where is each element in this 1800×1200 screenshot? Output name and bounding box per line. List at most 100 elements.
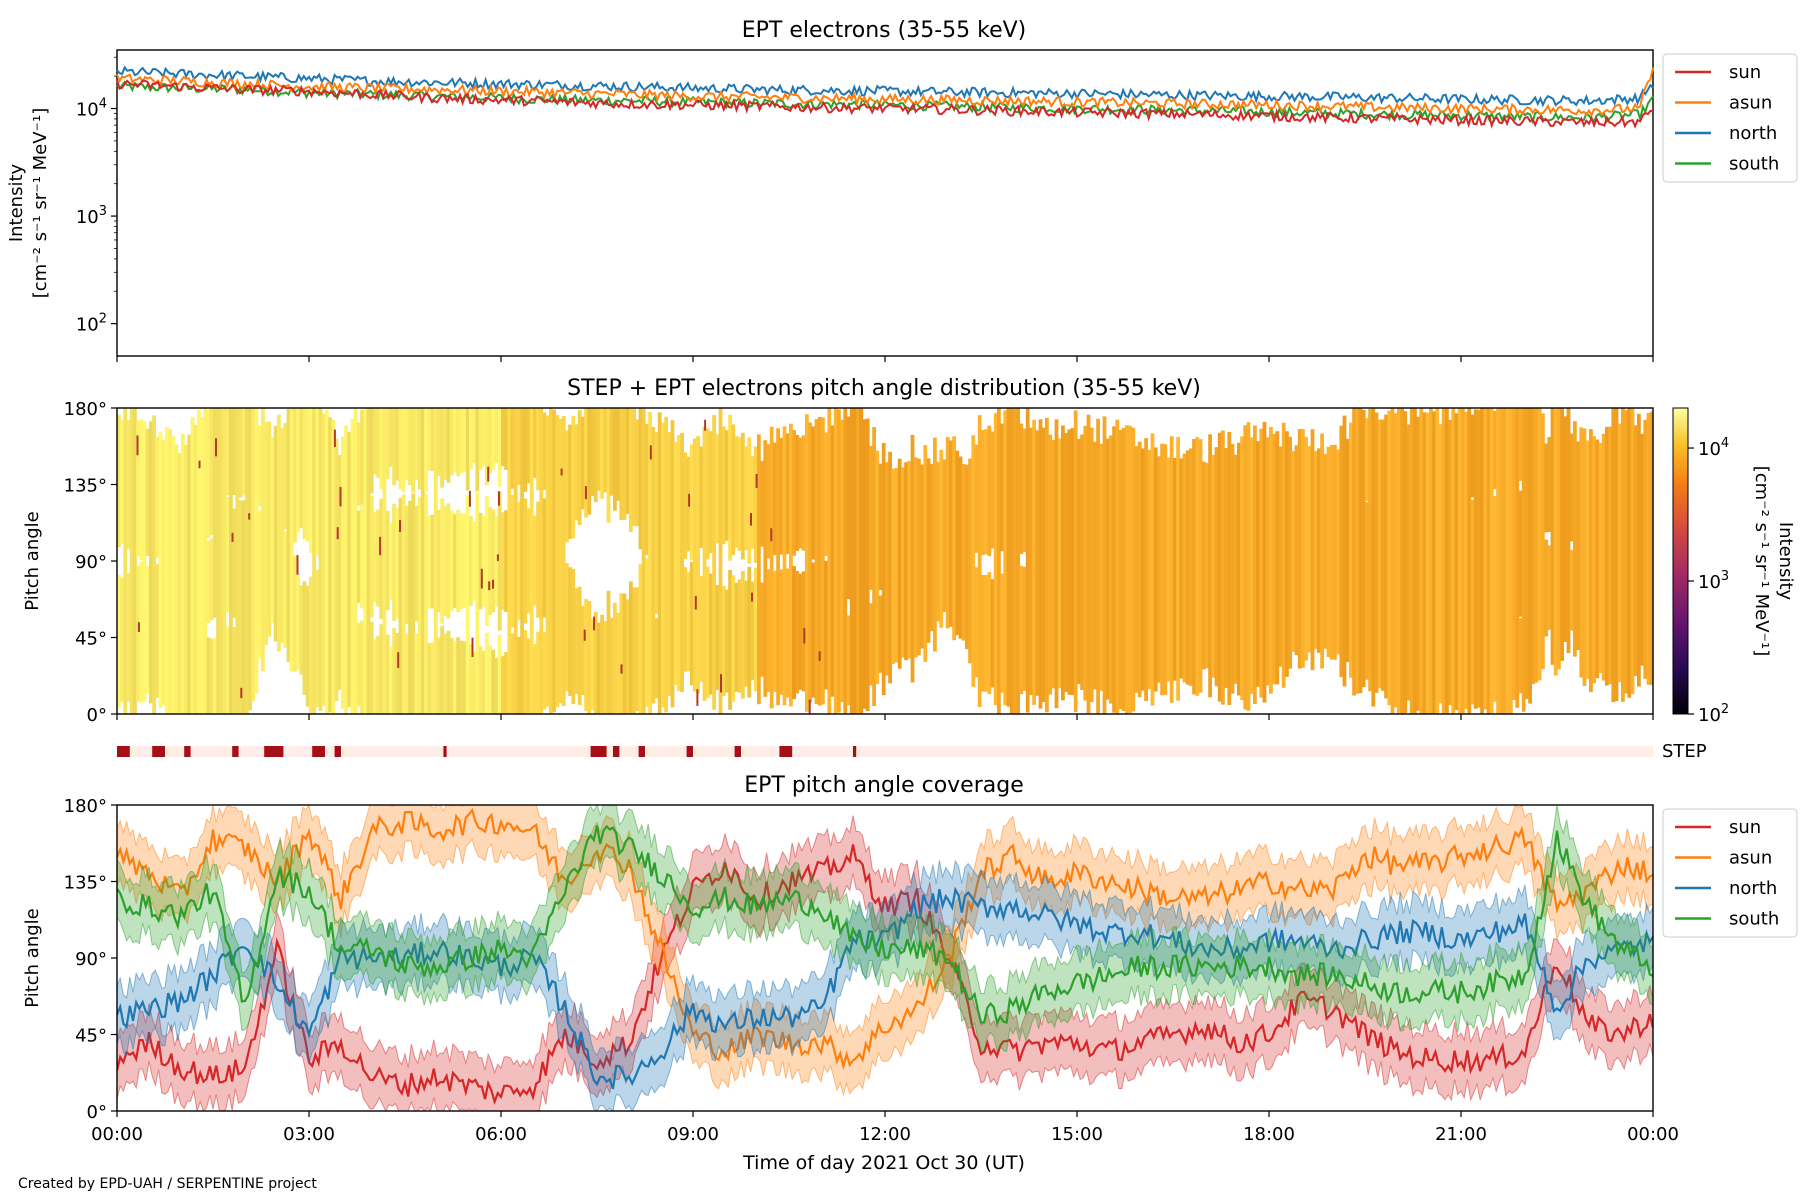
heatmap-cell — [475, 408, 480, 492]
heatmap-cell — [497, 491, 502, 631]
heatmap-cell — [888, 451, 892, 684]
heatmap-cell — [542, 498, 547, 618]
heatmap-cell — [497, 634, 502, 714]
heatmap-cell — [638, 564, 643, 714]
heatmap-cell — [584, 598, 588, 712]
heatmap-cell — [619, 593, 624, 714]
heatmap-cell — [620, 664, 623, 674]
heatmap-cell — [1077, 438, 1081, 684]
legend-label-south: south — [1729, 909, 1779, 930]
heatmap-cell — [1605, 427, 1609, 686]
heatmap-cell — [811, 562, 816, 698]
heatmap-cell — [1032, 419, 1036, 705]
heatmap-cell — [248, 513, 251, 520]
heatmap-cell — [1387, 410, 1392, 706]
heatmap-cell — [376, 635, 380, 714]
heatmap-cell — [453, 408, 457, 472]
heatmap-cell — [501, 655, 505, 714]
heatmap-cell — [389, 408, 393, 467]
heatmap-cell — [1217, 432, 1222, 702]
heatmap-cell — [891, 468, 896, 665]
heatmap-cell — [755, 474, 758, 488]
heatmap-cell — [469, 516, 473, 606]
heatmap-cell — [366, 408, 371, 714]
heatmap-cell — [488, 507, 492, 616]
heatmap-cell — [171, 436, 176, 714]
heatmap-cell — [1409, 408, 1414, 714]
heatmap-cell — [699, 576, 704, 682]
heatmap-cell — [606, 408, 611, 523]
heatmap-cell — [1048, 434, 1052, 695]
step-block — [590, 746, 607, 757]
panel3-x-ticks: 00:00 03:00 06:00 09:00 12:00 15:00 18:00 21:00… — [91, 1111, 1679, 1145]
y-tick-label: 45° — [75, 1026, 107, 1047]
heatmap-cell — [392, 628, 396, 714]
heatmap-cell — [987, 572, 992, 695]
heatmap-cell — [488, 408, 492, 474]
heatmap-cell — [286, 408, 291, 663]
heatmap-cell — [560, 468, 563, 476]
heatmap-cell — [1518, 408, 1523, 481]
step-block — [638, 746, 645, 757]
heatmap-cell — [302, 408, 307, 539]
heatmap-cell — [379, 498, 384, 619]
heatmap-cell — [315, 570, 320, 708]
heatmap-cell — [705, 428, 710, 560]
heatmap-cell — [1377, 419, 1382, 689]
heatmap-cell — [536, 501, 540, 618]
heatmap-cell — [750, 581, 755, 681]
heatmap-cell — [430, 408, 435, 472]
heatmap-cell — [1390, 408, 1395, 714]
heatmap-cell — [1099, 443, 1104, 691]
heatmap-cell — [1422, 412, 1427, 714]
heatmap-cell — [347, 431, 352, 708]
heatmap-cell — [1173, 457, 1177, 681]
heatmap-cell — [373, 408, 377, 475]
heatmap-cell — [990, 579, 995, 688]
heatmap-cell — [609, 617, 614, 714]
heatmap-cell — [206, 409, 211, 538]
heatmap-cell — [1003, 410, 1008, 706]
heatmap-cell — [1518, 618, 1523, 694]
heatmap-cell — [744, 446, 748, 550]
panel2-x-ticks — [116, 714, 1654, 720]
heatmap-cell — [1573, 421, 1577, 657]
heatmap-cell — [504, 408, 508, 470]
heatmap-cell — [827, 408, 832, 714]
heatmap-cell — [689, 562, 694, 686]
heatmap-cell — [1067, 429, 1072, 695]
heatmap-cell — [581, 416, 585, 510]
heatmap-cell — [334, 438, 339, 701]
heatmap-cell — [472, 521, 476, 601]
legend-box — [1662, 53, 1798, 183]
heatmap-cell — [385, 510, 390, 611]
panel-intensity: EPT electrons (35-55 keV) 102 103 104 Inte… — [6, 18, 1798, 362]
heatmap-cell — [1333, 444, 1337, 660]
heatmap-cell — [1237, 442, 1241, 696]
heatmap-cell — [555, 414, 560, 707]
heatmap-cell — [1080, 434, 1084, 690]
panel1-ylabel-line1: Intensity — [6, 163, 27, 242]
heatmap-cell — [1153, 447, 1158, 692]
heatmap-cell — [232, 627, 236, 714]
heatmap-cell — [523, 630, 528, 714]
heatmap-cell — [1384, 414, 1388, 699]
heatmap-cell — [397, 652, 400, 668]
heatmap-cell — [955, 450, 960, 636]
heatmap-cell — [369, 408, 374, 494]
heatmap-cell — [1083, 425, 1088, 701]
heatmap-cell — [350, 418, 355, 714]
heatmap-cell — [1576, 441, 1580, 650]
heatmap-cell — [181, 434, 185, 714]
heatmap-cell — [843, 408, 848, 714]
heatmap-cell — [597, 622, 601, 714]
heatmap-cell — [336, 527, 339, 540]
heatmap-cell — [510, 633, 515, 714]
y-tick-label: 0° — [87, 1102, 107, 1123]
heatmap-cell — [574, 424, 579, 521]
heatmap-cell — [1611, 408, 1616, 703]
heatmap-cell — [433, 408, 438, 714]
heatmap-cell — [1432, 411, 1436, 714]
heatmap-cell — [1451, 408, 1456, 714]
heatmap-cell — [257, 425, 262, 507]
